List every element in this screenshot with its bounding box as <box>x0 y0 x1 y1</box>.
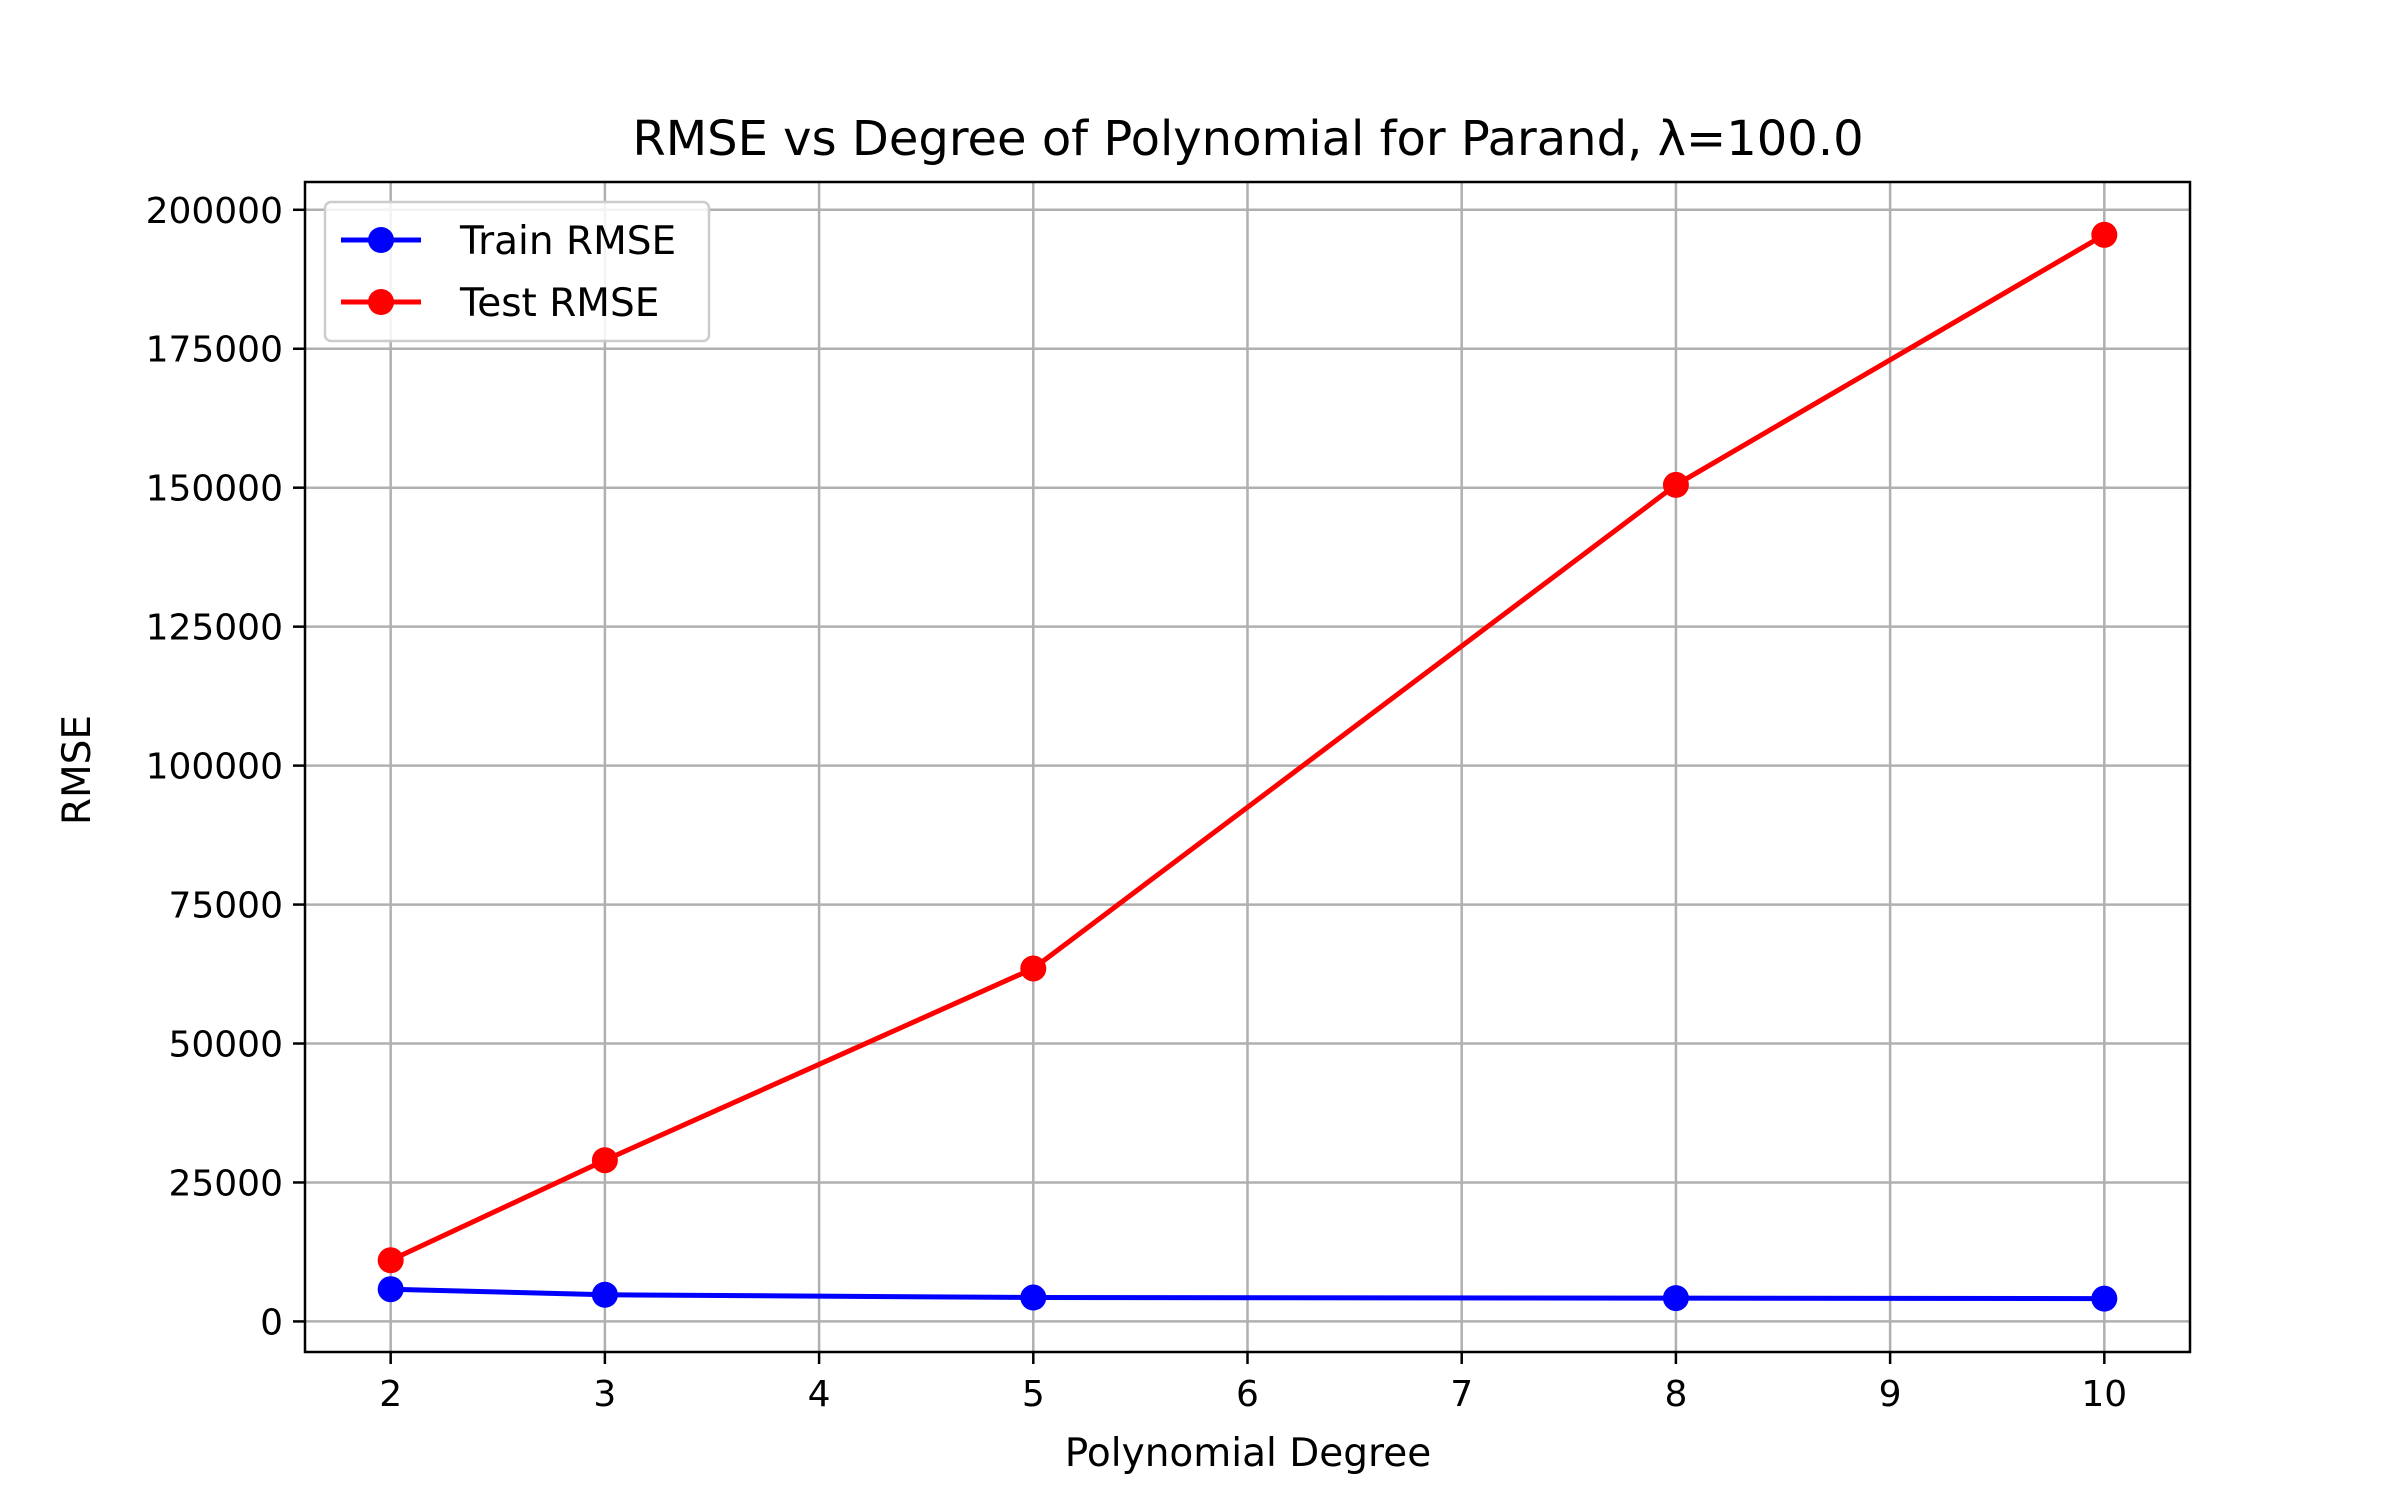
y-tick-label: 0 <box>260 1302 283 1343</box>
x-tick-label: 10 <box>2081 1374 2127 1415</box>
y-tick-label: 175000 <box>146 330 283 371</box>
y-tick-label: 75000 <box>168 886 283 927</box>
test-rmse-point <box>2091 221 2118 248</box>
x-tick-label: 6 <box>1236 1374 1259 1415</box>
train-rmse-point <box>1020 1284 1047 1311</box>
x-tick-label: 8 <box>1664 1374 1687 1415</box>
legend-label-test-rmse: Test RMSE <box>459 281 659 326</box>
test-rmse-point <box>377 1247 404 1274</box>
y-tick-label: 50000 <box>168 1025 283 1066</box>
y-axis-label: RMSE <box>55 715 100 825</box>
chart-title: RMSE vs Degree of Polynomial for Parand,… <box>632 111 1863 167</box>
train-rmse-point <box>591 1281 618 1308</box>
legend-marker-train-rmse <box>368 227 394 253</box>
x-tick-label: 2 <box>379 1374 402 1415</box>
x-tick-label: 4 <box>808 1374 831 1415</box>
x-tick-label: 3 <box>593 1374 616 1415</box>
y-tick-label: 25000 <box>168 1163 283 1204</box>
y-tick-label: 125000 <box>146 608 283 649</box>
x-axis-label: Polynomial Degree <box>1065 1431 1431 1476</box>
y-tick-label: 200000 <box>146 191 283 232</box>
ticks: 2 3 4 5 6 7 8 9 10 0 25000 50000 75000 100000 125000 15… <box>146 191 2128 1415</box>
train-rmse-point <box>1662 1285 1689 1312</box>
series-layer <box>377 221 2118 1312</box>
grid <box>305 182 2190 1352</box>
train-rmse-point <box>377 1276 404 1303</box>
legend-label-train-rmse: Train RMSE <box>459 219 676 264</box>
y-tick-label: 100000 <box>146 747 283 788</box>
train-rmse-point <box>2091 1285 2118 1312</box>
x-tick-label: 7 <box>1450 1374 1473 1415</box>
x-tick-label: 5 <box>1022 1374 1045 1415</box>
legend-marker-test-rmse <box>368 289 394 315</box>
legend-box <box>323 200 711 343</box>
legend: Train RMSE Test RMSE <box>323 200 711 343</box>
x-tick-label: 9 <box>1879 1374 1902 1415</box>
y-tick-label: 150000 <box>146 469 283 510</box>
test-rmse-point <box>591 1147 618 1174</box>
test-rmse-point <box>1020 955 1047 982</box>
test-rmse-point <box>1662 471 1689 498</box>
